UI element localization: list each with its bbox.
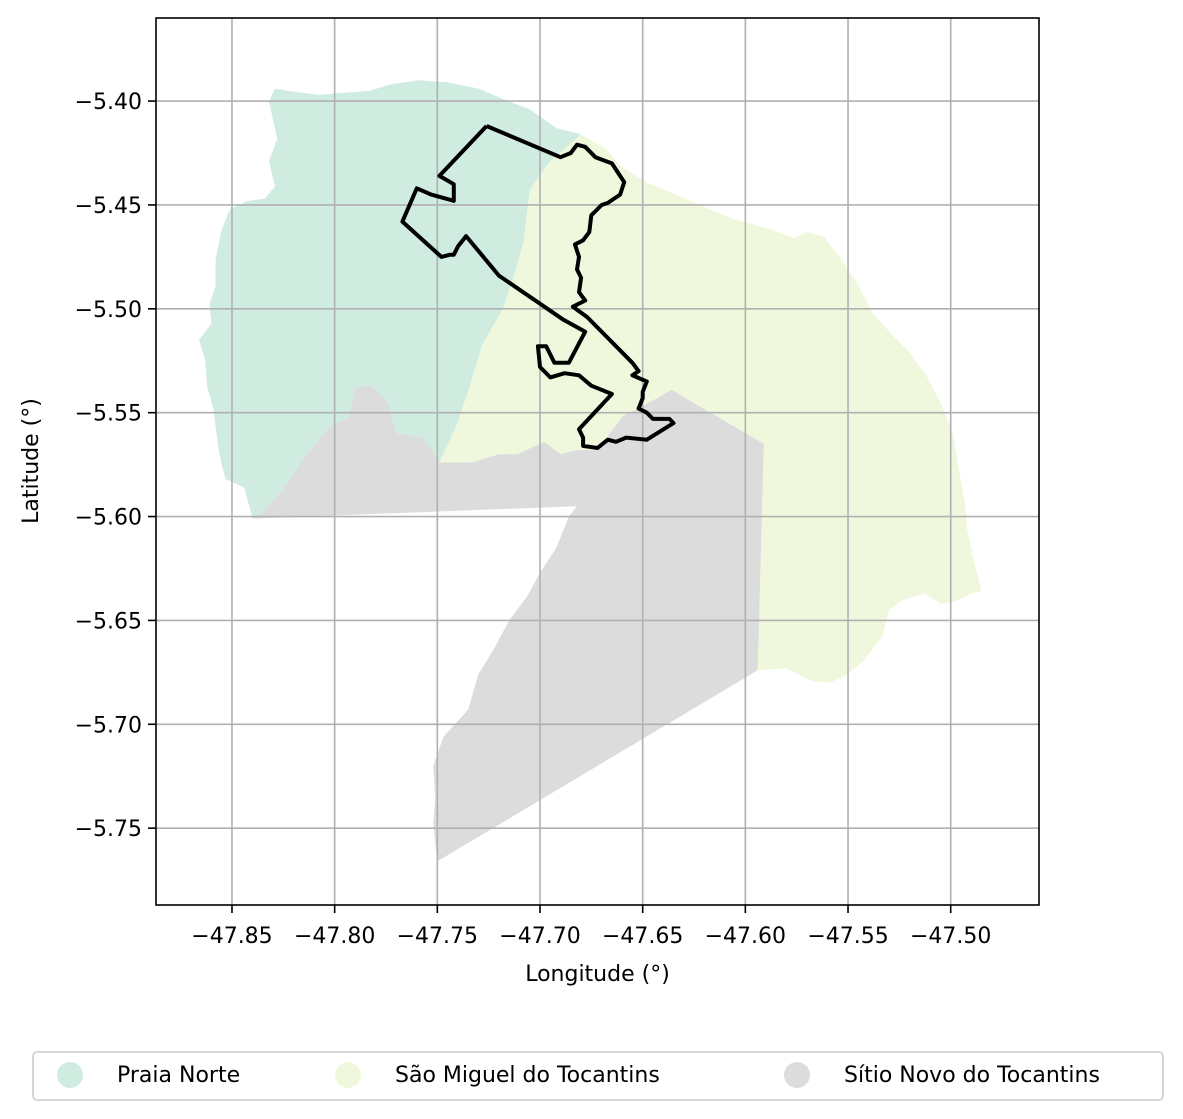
y-tick-label: −5.45 [75, 194, 142, 219]
study-area-boundary [400, 124, 676, 450]
legend-frame [32, 1051, 1164, 1101]
x-tick-label: −47.60 [705, 924, 786, 949]
y-tick-label: −5.40 [75, 90, 142, 115]
legend-label-praia-norte: Praia Norte [117, 1063, 240, 1088]
y-axis-title: Latitude (°) [19, 398, 44, 524]
legend-label-sao-miguel-do-tocantins: São Miguel do Tocantins [395, 1063, 660, 1088]
region-sitio-novo-do-tocantins [252, 385, 764, 862]
y-tick-label: −5.60 [75, 506, 142, 531]
region-praia-norte [199, 80, 582, 519]
x-tick-label: −47.70 [499, 924, 580, 949]
x-tick-label: −47.75 [397, 924, 478, 949]
y-tick-label: −5.50 [75, 298, 142, 323]
legend-label-sitio-novo-do-tocantins: Sítio Novo do Tocantins [844, 1063, 1100, 1088]
axis-ticks: −47.85 −47.80 −47.75 −47.70 −47.65 −47.60 −47.… [75, 90, 992, 949]
y-tick-label: −5.65 [75, 609, 142, 634]
x-tick-label: −47.50 [910, 924, 991, 949]
y-tick-label: −5.55 [75, 402, 142, 427]
x-tick-label: −47.85 [191, 924, 272, 949]
y-tick-label: −5.75 [75, 817, 142, 842]
region-sao-miguel-do-tocantins [439, 134, 982, 683]
regions-layer [199, 80, 982, 862]
legend-marker-sitio-novo-do-tocantins [784, 1062, 810, 1088]
legend-marker-praia-norte [57, 1062, 83, 1088]
x-tick-label: −47.80 [294, 924, 375, 949]
x-tick-label: −47.65 [602, 924, 683, 949]
x-axis-title: Longitude (°) [525, 962, 670, 987]
x-tick-label: −47.55 [807, 924, 888, 949]
legend-items: Praia Norte São Miguel do Tocantins Sítio … [57, 1062, 1100, 1088]
y-tick-label: −5.70 [75, 713, 142, 738]
gridlines [156, 18, 1039, 905]
legend: Praia Norte São Miguel do Tocantins Sítio … [32, 1051, 1164, 1101]
legend-marker-sao-miguel-do-tocantins [335, 1062, 361, 1088]
plot-area-frame [155, 17, 1040, 906]
